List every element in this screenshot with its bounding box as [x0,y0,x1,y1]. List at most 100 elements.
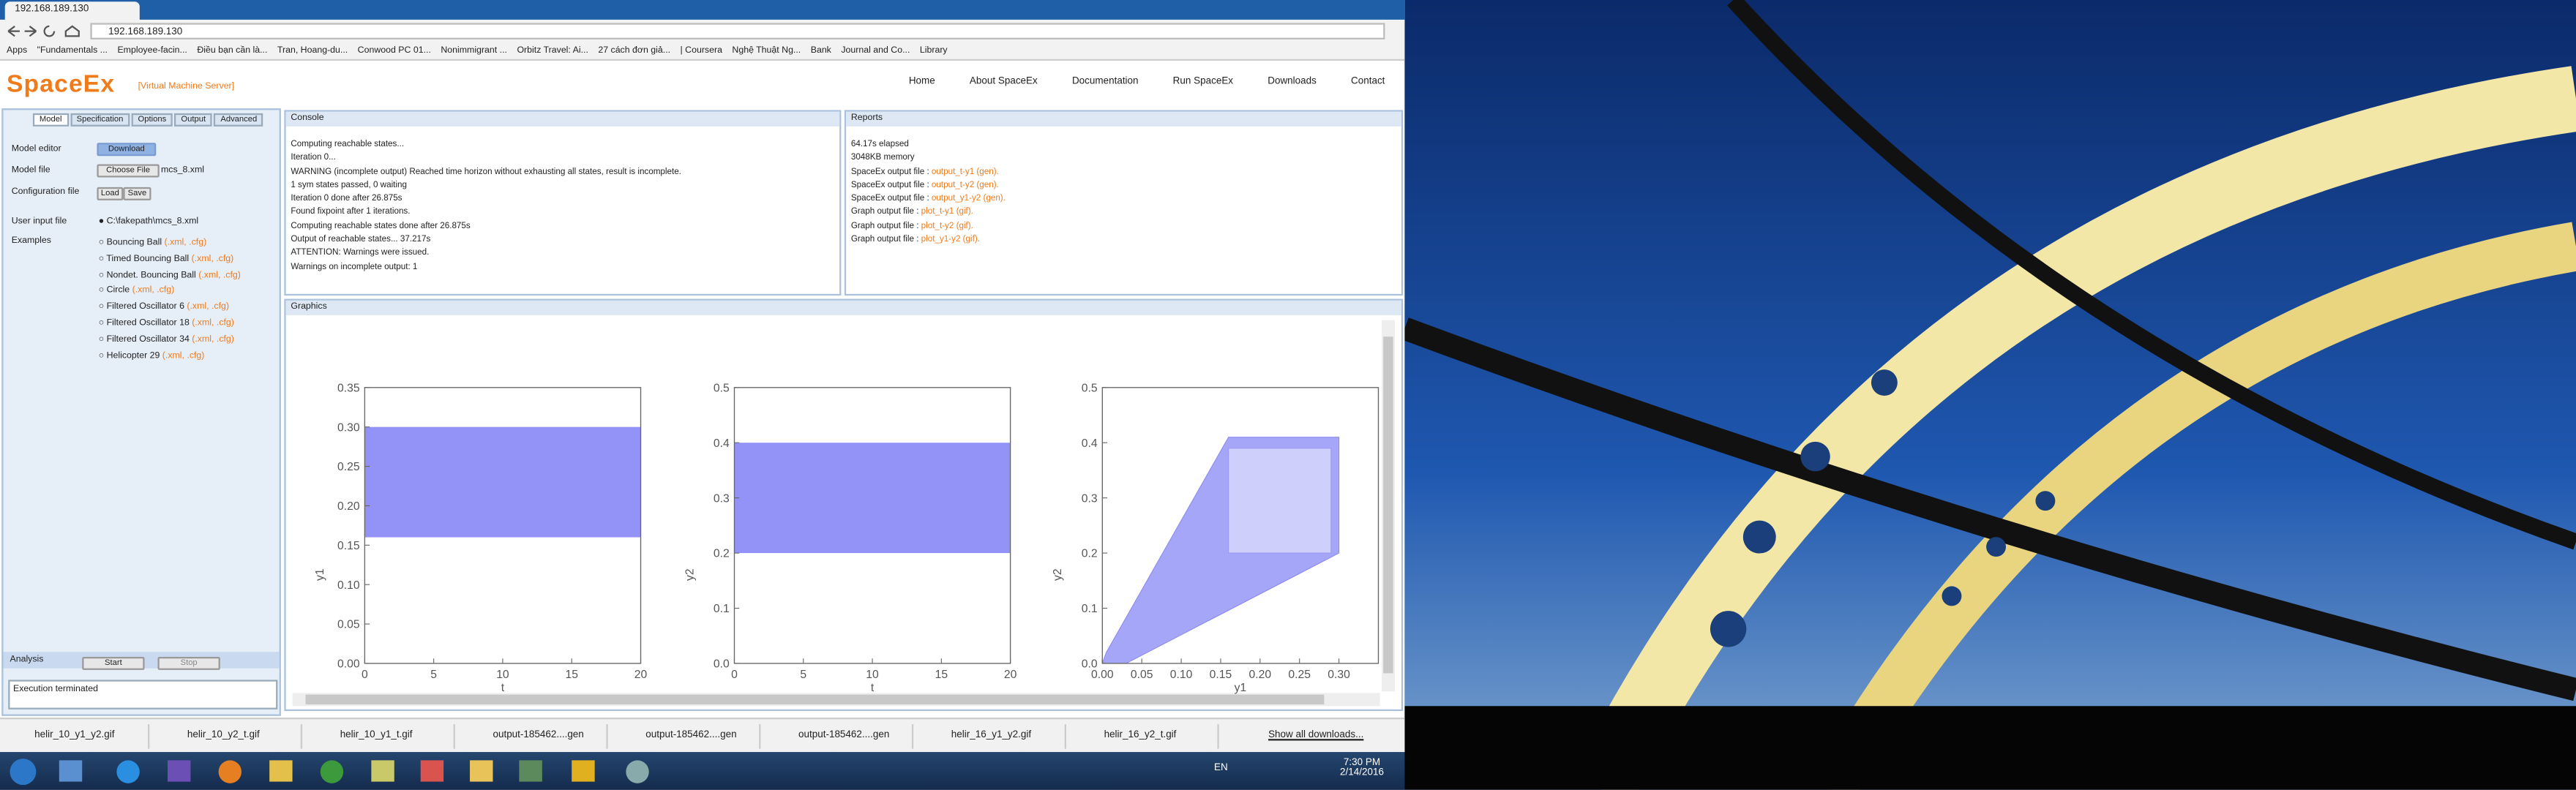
tab[interactable]: 192.168.189.130 [4,1,140,20]
example[interactable]: ○ Filtered Oscillator 34 (.xml, .cfg) [98,334,234,345]
example-files[interactable]: (.xml, .cfg) [132,286,175,296]
date: 2/14/2016 [1340,768,1384,779]
report-file[interactable]: output_t-y2 (gen). [931,180,999,191]
y-axis-label: y2 [684,568,696,581]
download-item[interactable]: helir_16_y1_y2.gif [921,724,1066,749]
download-item[interactable]: helir_10_y2_t.gif [158,724,303,749]
download-item[interactable]: helir_16_y2_t.gif [1074,724,1219,749]
console-line: WARNING (incomplete output) Reached time… [291,167,681,177]
example[interactable]: ○ Filtered Oscillator 6 (.xml, .cfg) [98,302,230,312]
example[interactable]: ○ Filtered Oscillator 18 (.xml, .cfg) [98,318,234,328]
stop-button[interactable]: Stop [157,656,220,670]
y-tick-label: 0.20 [337,500,360,513]
bookmark[interactable]: Journal and Co... [841,45,910,56]
x-tick-label: 0 [362,669,368,681]
y-tick-label: 0.2 [1082,548,1098,560]
example[interactable]: ○ Nondet. Bouncing Ball (.xml, .cfg) [98,270,241,280]
report-file[interactable]: plot_y1-y2 (gif). [921,235,980,245]
toolbar: 192.168.189.130 [0,19,1405,43]
example-files[interactable]: (.xml, .cfg) [187,302,230,312]
bookmark[interactable]: 27 cách đơn giả... [598,45,671,56]
bookmark[interactable]: Apps [6,45,28,56]
reach-band [734,443,1011,554]
choose-file-button[interactable]: Choose File [97,164,160,178]
report-line: SpaceEx output file : output_t-y1 (gen). [851,165,1006,179]
x-tick-label: 0.20 [1249,669,1272,681]
panel-tab[interactable]: Output [174,113,213,127]
bookmark[interactable]: Điều bạn cần là... [197,45,268,56]
example[interactable]: ○ Timed Bouncing Ball (.xml, .cfg) [98,254,234,264]
nav-link[interactable]: Downloads [1268,77,1317,87]
x-tick-label: 0 [731,669,738,681]
example[interactable]: ○ Helicopter 29 (.xml, .cfg) [98,350,205,361]
report-file[interactable]: plot_t-y1 (gif). [921,207,973,218]
example-name: Bouncing Ball [106,238,165,248]
address-bar[interactable]: 192.168.189.130 [90,22,1385,39]
examples: ○ Bouncing Ball (.xml, .cfg) ○ Timed Boun… [99,236,241,365]
time: 7:30 PM [1343,759,1381,769]
label: Model editor [11,144,61,155]
nav-link[interactable]: About SpaceEx [969,77,1038,87]
report-line: SpaceEx output file : output_y1-y2 (gen)… [851,192,1006,206]
example-files[interactable]: (.xml, .cfg) [191,254,234,264]
language[interactable]: EN [1213,763,1228,774]
example-files[interactable]: (.xml, .cfg) [164,238,207,248]
report-file[interactable]: plot_t-y2 (gif). [921,221,973,232]
download-item[interactable]: helir_10_y1_t.gif [310,724,455,749]
example-files[interactable]: (.xml, .cfg) [192,334,234,345]
nav: Home About SpaceEx Documentation Run SpaceE… [909,78,1385,87]
bookmark[interactable]: Nghệ Thuật Ng... [732,45,801,56]
panel-tab[interactable]: Advanced [214,113,264,127]
nav-link[interactable]: Contact [1351,77,1385,87]
y-tick-label: 0.35 [337,382,360,394]
bookmark[interactable]: | Coursera [680,45,722,56]
example[interactable]: ○ Bouncing Ball (.xml, .cfg) [98,238,207,248]
bookmark[interactable]: Tran, Hoang-du... [277,45,348,56]
bookmark[interactable]: Library [919,45,948,56]
report-line: Graph output file : plot_y1-y2 (gif). [851,233,1006,247]
download-button[interactable]: Download [97,143,157,157]
example-name: Nondet. Bouncing Ball [106,270,199,280]
nav-link[interactable]: Home [908,77,935,87]
save-button[interactable]: Save [123,187,151,200]
bookmark[interactable]: "Fundamentals ... [37,45,108,56]
x-axis-label: t [501,682,505,694]
report-file[interactable]: output_t-y1 (gen). [931,167,999,177]
nav-link[interactable]: Run SpaceEx [1172,77,1234,87]
example-name: Timed Bouncing Ball [106,254,192,264]
panel-tab[interactable]: Specification [70,113,130,127]
start-button[interactable]: Start [82,656,145,670]
load-button[interactable]: Load [97,187,124,200]
bookmark[interactable]: Nonimmigrant ... [441,45,507,56]
download-item[interactable]: output-185462....gen [616,724,761,749]
console-line: ATTENTION: Warnings were issued. [291,248,430,259]
download-item[interactable]: output-185462....gen [769,724,914,749]
bookmark[interactable]: Orbitz Travel: Ai... [517,45,588,56]
panel-tab[interactable]: Options [131,113,173,127]
example-files[interactable]: (.xml, .cfg) [198,270,241,280]
download-item[interactable]: output-185462....gen [463,724,608,749]
taskbar-icons[interactable] [0,752,690,790]
example-files[interactable]: (.xml, .cfg) [192,318,234,328]
example-files[interactable]: (.xml, .cfg) [162,350,205,361]
clock[interactable]: 7:30 PM 2/14/2016 [1334,759,1390,778]
logo[interactable]: SpaceEx [6,70,116,99]
example[interactable]: ○ Circle (.xml, .cfg) [98,286,175,296]
console-line: Output of reachable states... 37.217s [291,235,431,245]
bookmark[interactable]: Bank [810,45,831,56]
nav-icons[interactable] [7,25,82,38]
radio[interactable]: ● C:\fakepath\mcs_8.xml [98,217,199,227]
panel-tab[interactable]: Model [32,113,69,127]
bookmark[interactable]: Employee-facin... [117,45,187,56]
show-all-downloads[interactable]: Show all downloads... [1268,730,1364,741]
bookmarks-bar: Apps "Fundamentals ... Employee-facin... Đi… [0,42,1405,61]
report-line: SpaceEx output file : output_t-y2 (gen). [851,178,1006,192]
console-line: Warnings on incomplete output: 1 [291,262,418,272]
bookmark[interactable]: Conwood PC 01... [357,45,431,56]
taskbar: EN 7:30 PM 2/14/2016 [0,752,1405,790]
download-item[interactable]: helir_10_y1_y2.gif [5,724,150,749]
label: User input file [11,217,67,227]
nav-link[interactable]: Documentation [1071,77,1139,87]
x-axis-label: y1 [1235,682,1247,694]
report-file[interactable]: output_y1-y2 (gen). [931,194,1006,204]
